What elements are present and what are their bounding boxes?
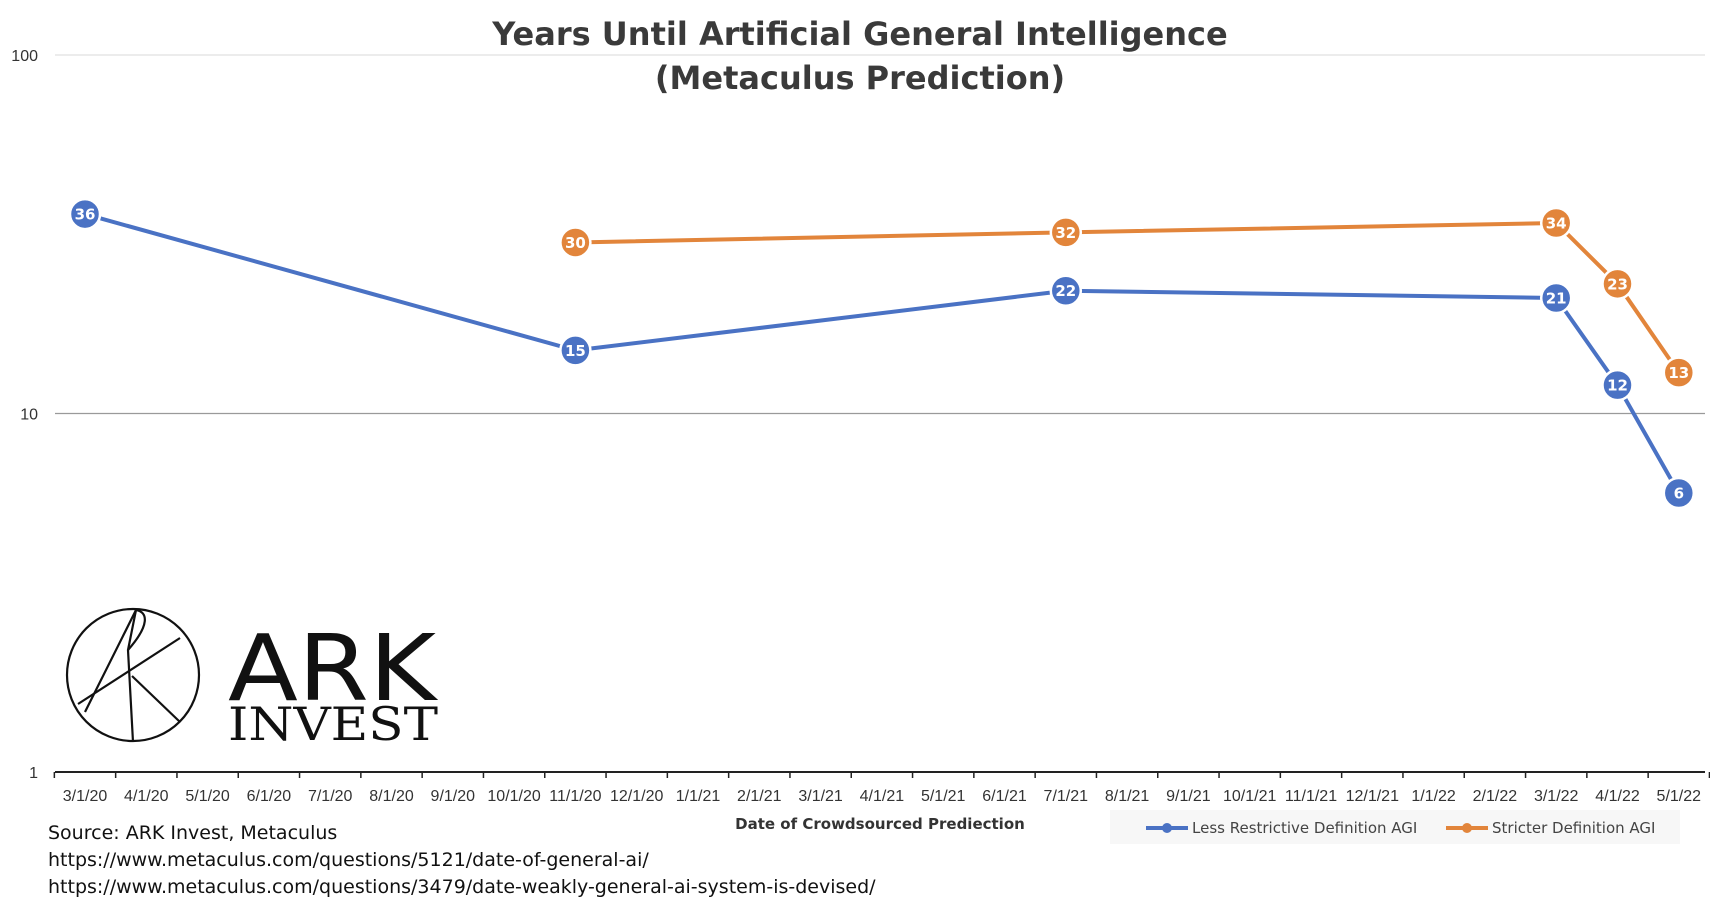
data-point-less-restrictive [68, 197, 102, 231]
x-tick-label: 8/1/20 [369, 788, 414, 805]
data-point-less-restrictive [1662, 476, 1696, 510]
y-tick-label: 100 [11, 48, 38, 65]
data-label-less-restrictive: 36 [75, 206, 96, 224]
x-tick-label: 6/1/20 [247, 788, 292, 805]
x-tick-label: 1/1/21 [676, 788, 721, 805]
data-point-less-restrictive [559, 334, 592, 367]
x-tick-label: 11/1/21 [1285, 788, 1337, 805]
x-tick-label: 6/1/21 [982, 788, 1027, 805]
chart-title-line1: Years Until Artificial General Intellige… [491, 15, 1227, 53]
x-tick-label: 12/1/20 [610, 788, 663, 805]
x-tick-label: 4/1/20 [124, 788, 169, 805]
legend-marker-stricter [1462, 823, 1472, 833]
x-tick-label: 11/1/20 [549, 788, 601, 805]
y-tick-label: 10 [20, 407, 38, 424]
x-tick-label: 4/1/21 [860, 788, 905, 805]
invest-logo-text: INVEST [228, 697, 438, 751]
data-label-stricter: 23 [1607, 275, 1628, 293]
x-tick-label: 7/1/20 [308, 788, 353, 805]
series-layer: 36 15 22 21 12 6 30 32 34 23 13 [68, 197, 1696, 510]
data-label-less-restrictive: 15 [565, 342, 586, 360]
data-point-stricter [1601, 267, 1634, 301]
x-axis-tick-marks [53, 772, 1710, 778]
source-link-weakly-general-ai[interactable]: https://www.metaculus.com/questions/3479… [48, 876, 876, 898]
data-point-less-restrictive [1049, 274, 1083, 307]
data-label-stricter: 34 [1546, 214, 1567, 232]
x-tick-label: 3/1/22 [1534, 788, 1579, 805]
legend-item-less-restrictive: Less Restrictive Definition AGI [1146, 819, 1417, 837]
legend-background [1110, 810, 1680, 844]
x-tick-label: 2/1/22 [1473, 788, 1518, 805]
data-label-stricter: 30 [565, 234, 586, 252]
y-tick-label: 1 [29, 765, 38, 782]
x-tick-label: 10/1/20 [487, 788, 540, 805]
data-label-less-restrictive: 22 [1055, 282, 1076, 300]
x-tick-label: 1/1/22 [1411, 788, 1456, 805]
legend-label-stricter: Stricter Definition AGI [1492, 819, 1655, 837]
x-tick-label: 7/1/21 [1044, 788, 1089, 805]
source-notes: Source: ARK Invest, Metaculus https://ww… [48, 820, 876, 901]
source-link-general-ai[interactable]: https://www.metaculus.com/questions/5121… [48, 849, 649, 871]
data-label-less-restrictive: 21 [1546, 289, 1567, 307]
ark-invest-logo: ARK INVEST [65, 607, 439, 751]
x-tick-label: 5/1/21 [921, 788, 966, 805]
x-tick-label: 12/1/21 [1346, 788, 1399, 805]
data-point-stricter [1662, 356, 1696, 389]
chart-title-line2: (Metaculus Prediction) [655, 59, 1065, 97]
x-tick-label: 5/1/20 [185, 788, 230, 805]
data-label-less-restrictive: 6 [1674, 485, 1684, 503]
x-axis-tick-labels: 3/1/20 4/1/20 5/1/20 6/1/20 7/1/20 8/1/20 9/1/… [63, 788, 1701, 805]
data-label-stricter: 13 [1668, 364, 1689, 382]
source-line: Source: ARK Invest, Metaculus [48, 822, 338, 844]
x-tick-label: 10/1/21 [1223, 788, 1276, 805]
x-tick-label: 9/1/21 [1166, 788, 1211, 805]
legend-item-stricter: Stricter Definition AGI [1446, 819, 1655, 837]
x-tick-label: 2/1/21 [737, 788, 782, 805]
legend-label-less-restrictive: Less Restrictive Definition AGI [1192, 819, 1417, 837]
data-point-less-restrictive [1601, 368, 1634, 402]
data-point-stricter [559, 226, 592, 259]
data-label-stricter: 32 [1055, 224, 1076, 242]
data-point-stricter [1049, 216, 1083, 249]
data-label-less-restrictive: 12 [1607, 377, 1628, 395]
ark-logo-mark [65, 607, 201, 743]
y-axis-ticks: 1 10 100 [11, 48, 38, 782]
data-point-less-restrictive [1539, 281, 1573, 315]
x-tick-label: 3/1/20 [63, 788, 108, 805]
series-line-less-restrictive [84, 212, 1681, 495]
x-tick-label: 8/1/21 [1105, 788, 1150, 805]
ark-logo-text: ARK [228, 615, 439, 722]
gridlines [55, 54, 1705, 415]
x-tick-label: 4/1/22 [1595, 788, 1640, 805]
x-tick-label: 5/1/22 [1657, 788, 1702, 805]
legend: Less Restrictive Definition AGI Stricter… [1110, 810, 1680, 844]
x-tick-label: 3/1/21 [798, 788, 843, 805]
x-axis-label: Date of Crowdsourced Prediection [735, 815, 1025, 833]
data-point-stricter [1539, 206, 1573, 240]
legend-marker-less-restrictive [1162, 823, 1172, 833]
x-tick-label: 9/1/20 [431, 788, 476, 805]
